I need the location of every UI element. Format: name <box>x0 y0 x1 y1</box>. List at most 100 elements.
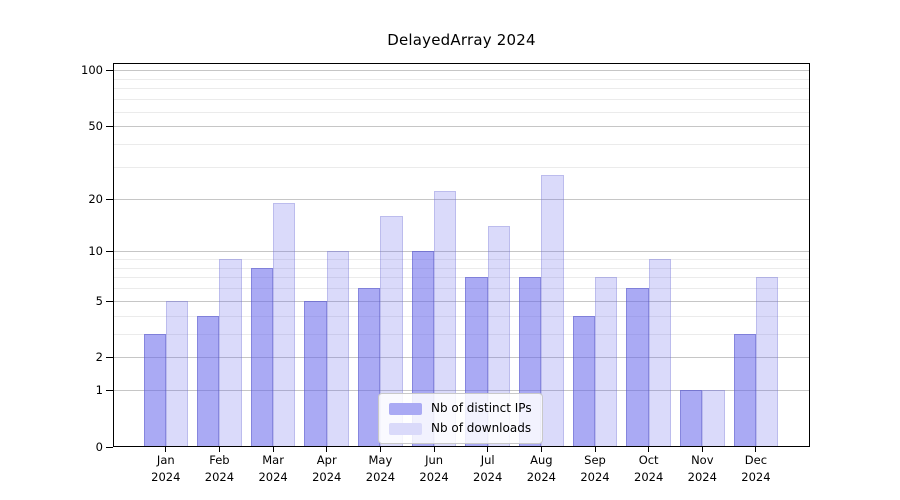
y-tick-label-20: 20 <box>88 191 103 206</box>
gridline-minor-9 <box>113 259 810 261</box>
y-tick-label-0: 0 <box>95 440 103 454</box>
bar-downloads-mar <box>273 202 296 447</box>
x-tick-label-year-oct: 2024 <box>634 469 664 484</box>
x-tick-feb <box>218 447 220 452</box>
y-tick-label-100: 100 <box>81 63 103 78</box>
x-tick-jan <box>165 447 167 452</box>
x-tick-label-may: May 2024 <box>346 452 414 485</box>
bar-distinct-ips-apr <box>304 300 327 447</box>
x-tick-label-mar: Mar 2024 <box>239 452 307 485</box>
bar-distinct-ips-nov <box>680 390 703 447</box>
x-tick-label-month-aug: Aug <box>530 453 553 467</box>
bar-distinct-ips-sep <box>572 315 595 447</box>
bar-downloads-aug <box>541 175 564 447</box>
x-tick-label-year-jun: 2024 <box>419 469 449 484</box>
y-tick-1 <box>106 390 113 392</box>
bar-downloads-sep <box>595 277 618 447</box>
x-tick-label-month-jul: Jul <box>480 453 495 467</box>
gridline-minor-7 <box>113 277 810 279</box>
x-tick-label-jan: Jan 2024 <box>132 452 200 485</box>
bar-downloads-may <box>380 215 403 447</box>
x-tick-jul <box>487 447 489 452</box>
x-tick-label-nov: Nov 2024 <box>668 452 736 485</box>
x-tick-mar <box>272 447 274 452</box>
x-tick-label-jun: Jun 2024 <box>400 452 468 485</box>
x-tick-jun <box>433 447 435 452</box>
bar-downloads-oct <box>648 259 671 447</box>
gridline-minor-60 <box>113 111 810 113</box>
x-tick-label-month-feb: Feb <box>209 453 230 467</box>
x-tick-label-month-jan: Jan <box>156 453 175 467</box>
x-tick-label-month-may: May <box>368 453 393 467</box>
x-tick-label-jul: Jul 2024 <box>454 452 522 485</box>
legend-item-downloads: Nb of downloads <box>389 422 532 435</box>
gridline-major-50 <box>113 126 810 128</box>
y-tick-0 <box>106 447 113 448</box>
bar-distinct-ips-may <box>358 288 381 447</box>
x-tick-label-month-jun: Jun <box>425 453 444 467</box>
x-tick-nov <box>701 447 703 452</box>
x-tick-label-feb: Feb 2024 <box>185 452 253 485</box>
chart-title: DelayedArray 2024 <box>387 31 536 49</box>
bar-downloads-dec <box>755 277 779 447</box>
bar-distinct-ips-oct <box>626 288 649 447</box>
bar-distinct-ips-dec <box>733 333 756 447</box>
bar-distinct-ips-mar <box>250 267 274 447</box>
gridline-major-100 <box>113 70 810 72</box>
x-tick-label-month-oct: Oct <box>638 453 659 467</box>
x-tick-label-year-jul: 2024 <box>473 469 503 484</box>
y-tick-label-5: 5 <box>95 293 103 308</box>
gridline-major-20 <box>113 198 810 200</box>
gridline-major-5 <box>113 300 810 302</box>
x-tick-label-dec: Dec 2024 <box>722 452 790 485</box>
gridline-minor-30 <box>113 166 810 168</box>
gridline-minor-6 <box>113 288 810 290</box>
gridline-minor-90 <box>113 78 810 80</box>
x-tick-label-year-aug: 2024 <box>526 469 556 484</box>
x-tick-label-year-apr: 2024 <box>312 469 342 484</box>
bar-downloads-jul <box>487 226 510 447</box>
y-tick-5 <box>106 300 113 302</box>
gridline-minor-4 <box>113 315 810 317</box>
y-tick-label-2: 2 <box>95 350 103 365</box>
legend: Nb of distinct IPs Nb of downloads <box>378 393 543 444</box>
x-tick-label-year-sep: 2024 <box>580 469 610 484</box>
x-tick-oct <box>648 447 650 452</box>
gridline-minor-70 <box>113 99 810 101</box>
x-tick-label-month-mar: Mar <box>262 453 284 467</box>
x-tick-label-year-jan: 2024 <box>151 469 181 484</box>
x-tick-aug <box>540 447 542 452</box>
x-tick-dec <box>755 447 757 452</box>
gridline-minor-8 <box>113 267 810 269</box>
x-tick-label-year-feb: 2024 <box>204 469 235 484</box>
x-tick-label-apr: Apr 2024 <box>293 452 361 485</box>
legend-item-distinct-ips: Nb of distinct IPs <box>389 402 532 415</box>
gridline-major-10 <box>113 251 810 253</box>
x-tick-label-month-apr: Apr <box>316 453 337 467</box>
plot-area: Nb of distinct IPs Nb of downloads <box>113 63 810 447</box>
x-tick-label-year-nov: 2024 <box>687 469 717 484</box>
y-tick-10 <box>106 251 113 253</box>
y-tick-20 <box>106 198 113 200</box>
y-tick-100 <box>106 70 113 72</box>
bar-downloads-nov <box>702 390 725 447</box>
x-tick-label-month-dec: Dec <box>744 453 768 467</box>
x-tick-label-year-may: 2024 <box>365 469 396 484</box>
bar-downloads-jan <box>165 300 189 447</box>
x-tick-label-month-sep: Sep <box>584 453 606 467</box>
legend-swatch-distinct-ips <box>389 402 422 415</box>
legend-label-distinct-ips: Nb of distinct IPs <box>431 401 532 415</box>
x-tick-apr <box>326 447 328 452</box>
bar-downloads-feb <box>219 259 242 447</box>
x-tick-label-aug: Aug 2024 <box>507 452 575 485</box>
x-tick-label-oct: Oct 2024 <box>615 452 683 485</box>
gridline-minor-40 <box>113 143 810 145</box>
bar-distinct-ips-jan <box>143 333 166 447</box>
gridline-major-1 <box>113 390 810 392</box>
x-tick-may <box>379 447 381 452</box>
bar-downloads-jun <box>434 191 457 447</box>
x-tick-label-year-mar: 2024 <box>258 469 288 484</box>
y-tick-2 <box>106 357 113 359</box>
x-tick-label-year-dec: 2024 <box>741 469 771 484</box>
bar-distinct-ips-feb <box>197 315 220 447</box>
